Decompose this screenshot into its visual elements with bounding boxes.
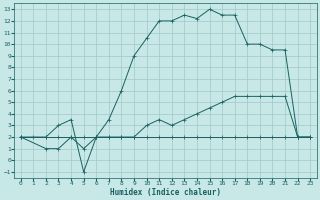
X-axis label: Humidex (Indice chaleur): Humidex (Indice chaleur) (110, 188, 221, 197)
